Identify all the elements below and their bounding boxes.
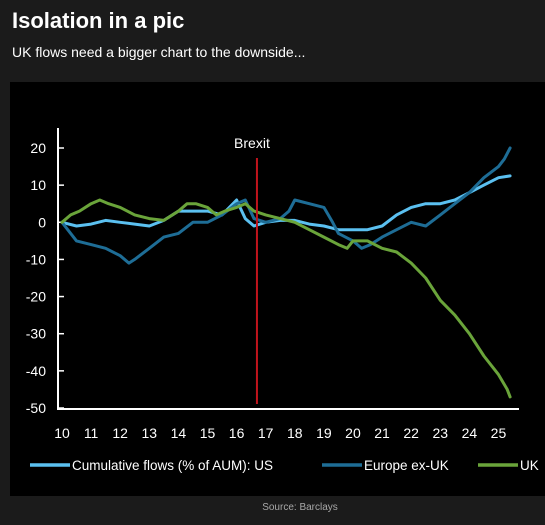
page-title: Isolation in a pic bbox=[12, 8, 185, 33]
y-tick-label: -20 bbox=[26, 289, 46, 305]
x-tick-label: 12 bbox=[112, 425, 128, 441]
x-tick-label: 11 bbox=[84, 425, 99, 441]
line-chart: 20 10 0 -10 -20 -30 -40 -50 10 11 12 13 14 15 16 17 18 19… bbox=[26, 128, 539, 473]
legend-label: UK bbox=[520, 458, 539, 473]
x-tick-label: 10 bbox=[54, 425, 70, 441]
y-tick-label: 10 bbox=[30, 177, 46, 193]
series-line-2 bbox=[60, 146, 512, 265]
y-tick-label: -40 bbox=[26, 363, 46, 379]
legend-label: Europe ex-UK bbox=[364, 458, 449, 473]
brexit-label: Brexit bbox=[234, 135, 270, 151]
chart-panel: 20 10 0 -10 -20 -30 -40 -50 10 11 12 13 14 15 16 17 18 19… bbox=[10, 82, 545, 496]
x-tick-label: 16 bbox=[229, 425, 245, 441]
y-tick-label: -50 bbox=[26, 400, 46, 416]
series-line-1 bbox=[60, 174, 512, 232]
x-tick-label: 19 bbox=[316, 425, 332, 441]
source-note: Source: Barclays bbox=[262, 502, 338, 513]
x-tick-label: 13 bbox=[142, 425, 158, 441]
y-tick-label: -10 bbox=[26, 251, 46, 267]
x-tick-label: 20 bbox=[345, 425, 361, 441]
x-tick-label: 14 bbox=[171, 425, 187, 441]
x-tick-label: 21 bbox=[374, 425, 390, 441]
legend-label: Cumulative flows (% of AUM): US bbox=[72, 458, 273, 473]
x-tick-label: 17 bbox=[258, 425, 274, 441]
page-subtitle: UK flows need a bigger chart to the down… bbox=[12, 44, 306, 60]
x-tick-label: 15 bbox=[200, 425, 216, 441]
y-tick-label: 0 bbox=[38, 214, 46, 230]
y-tick-label: 20 bbox=[30, 140, 46, 156]
x-tick-label: 25 bbox=[491, 425, 507, 441]
x-tick-label: 23 bbox=[432, 425, 448, 441]
series-line-3 bbox=[60, 198, 512, 399]
x-tick-label: 18 bbox=[287, 425, 303, 441]
y-tick-label: -30 bbox=[26, 326, 46, 342]
x-tick-label: 24 bbox=[462, 425, 478, 441]
x-tick-label: 22 bbox=[403, 425, 419, 441]
